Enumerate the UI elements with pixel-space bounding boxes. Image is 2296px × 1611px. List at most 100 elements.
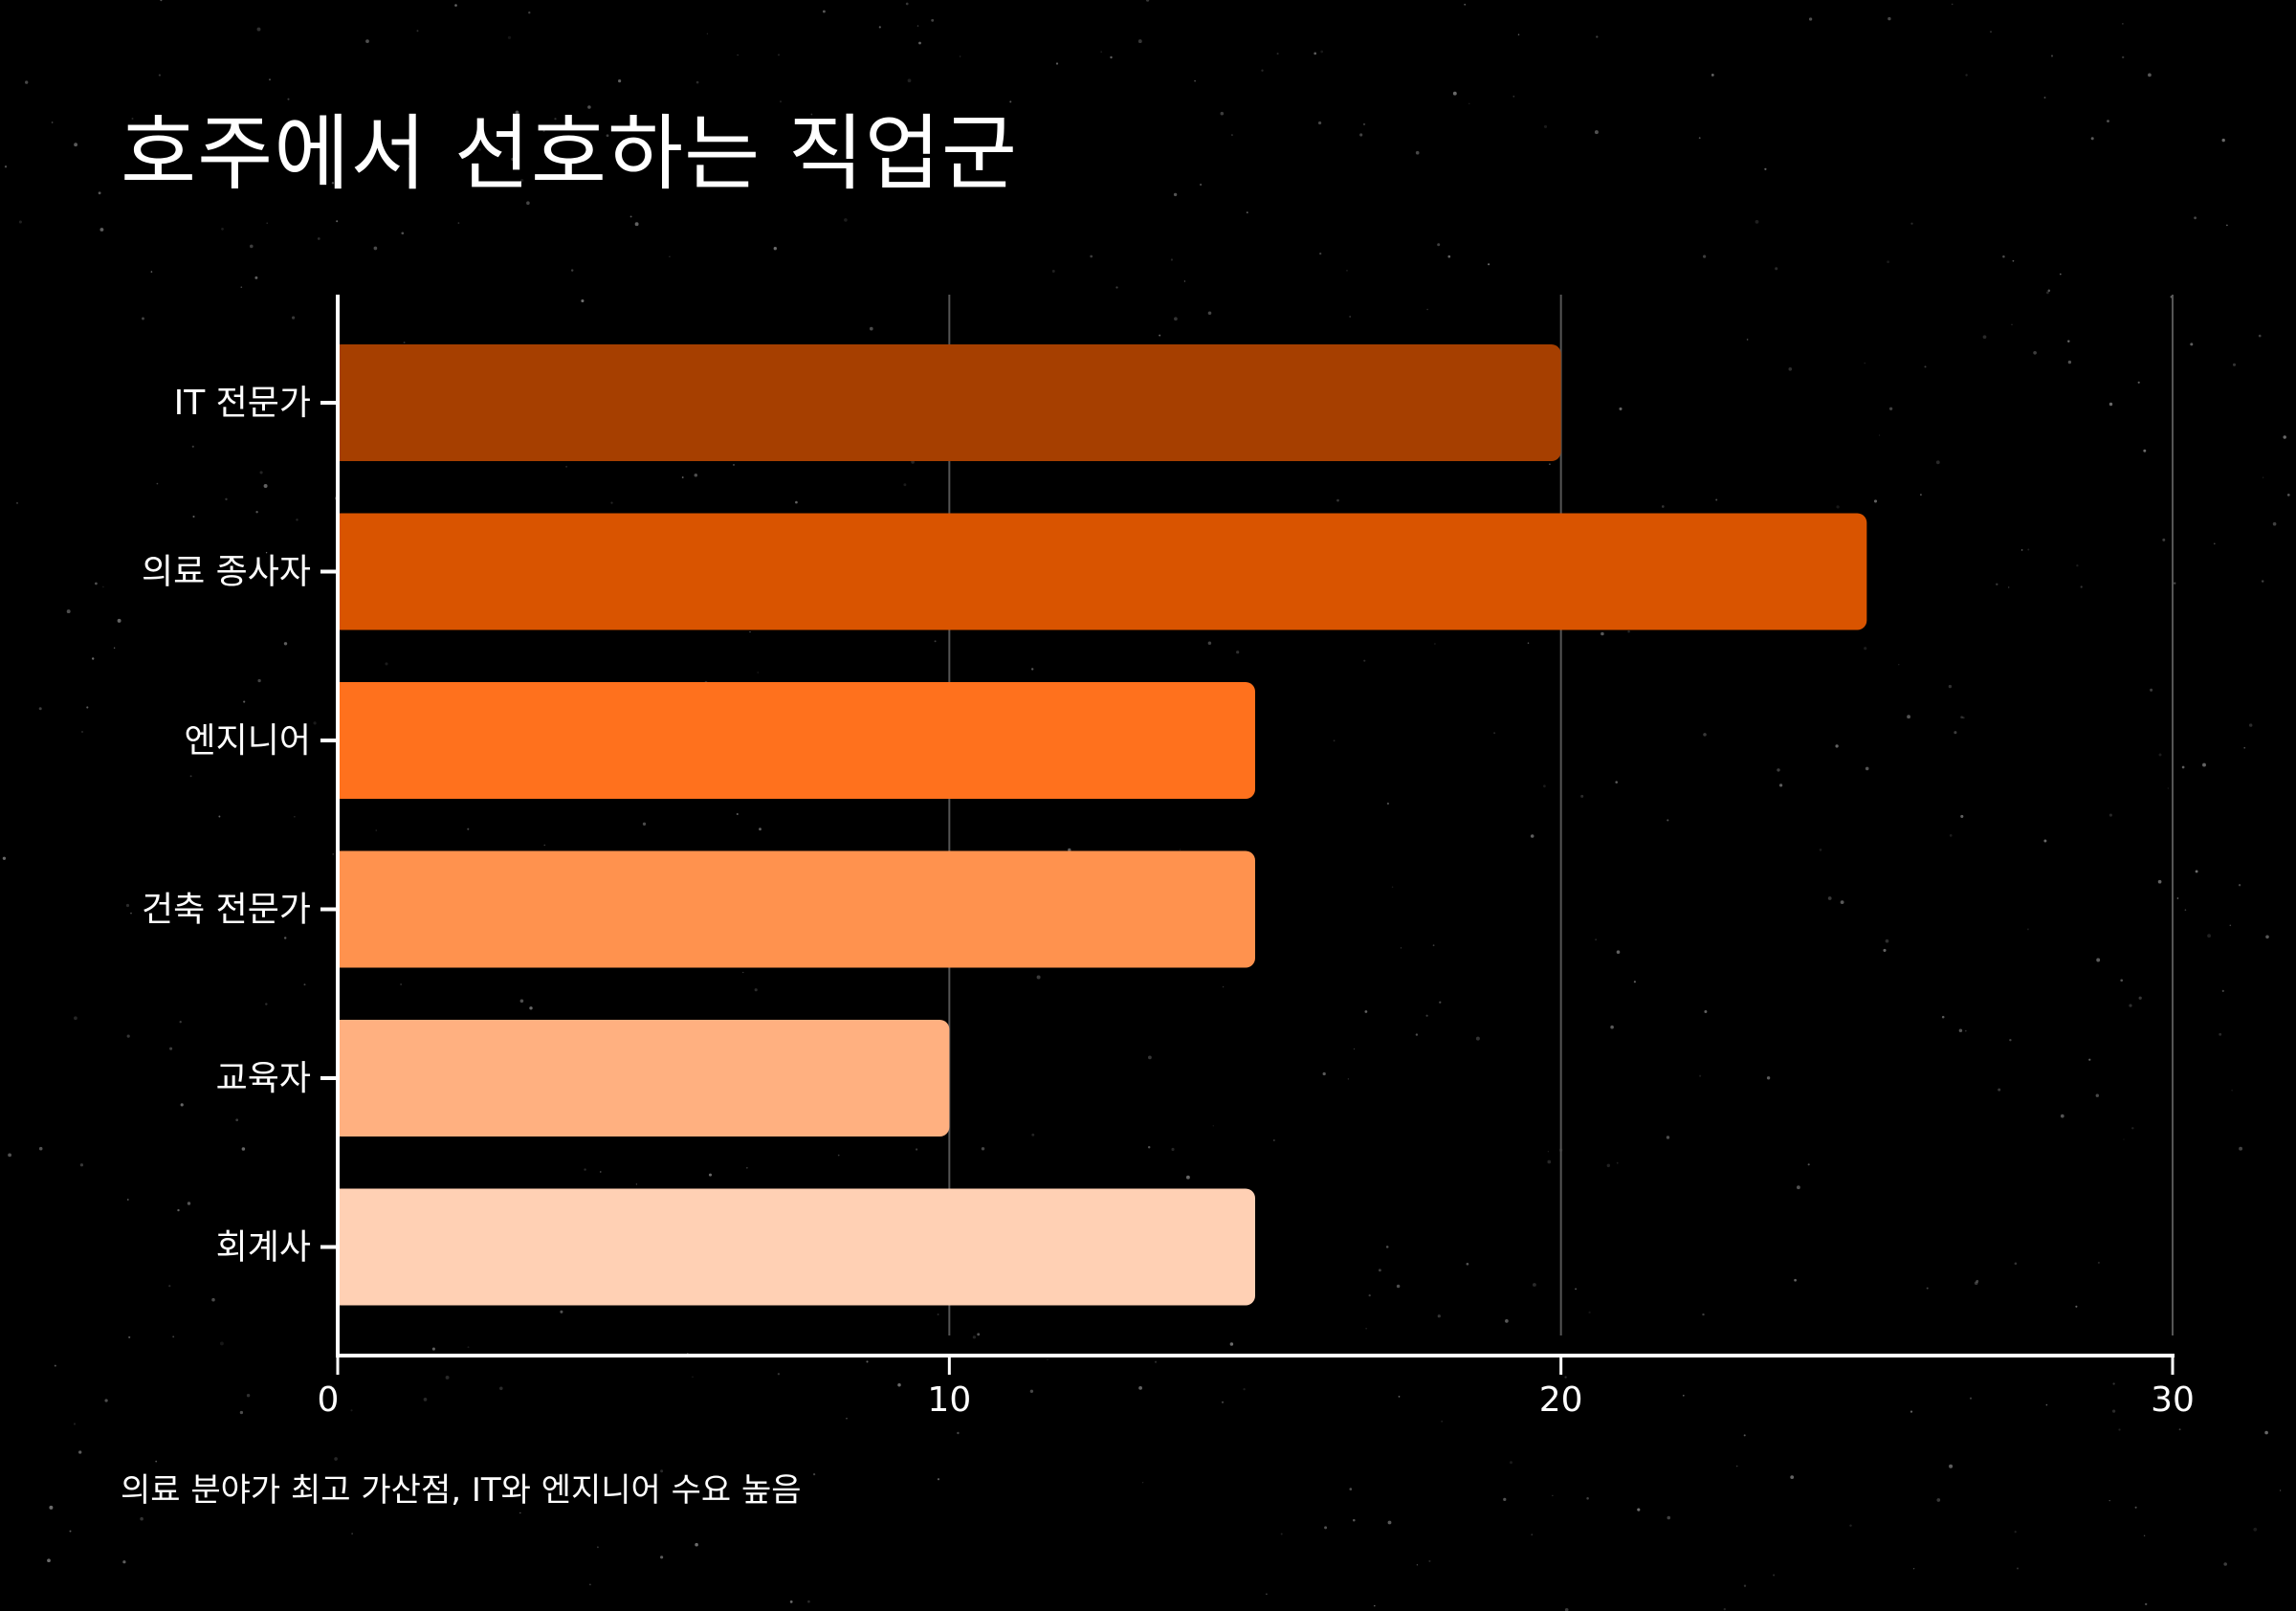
star-dot: [328, 1384, 333, 1388]
star-dot: [1667, 1515, 1671, 1520]
star-dot: [168, 1285, 171, 1288]
star-dot: [1836, 505, 1840, 509]
star-dot: [634, 222, 639, 227]
star-dot: [191, 445, 194, 448]
star-dot: [2243, 746, 2245, 749]
star-dot: [1428, 1559, 1431, 1562]
star-dot: [2107, 120, 2109, 123]
star-dot: [126, 1034, 130, 1038]
star-dot: [172, 1335, 175, 1338]
star-dot: [1808, 17, 1813, 21]
bar-edge: [338, 344, 351, 461]
star-dot: [38, 1146, 43, 1151]
star-dot: [79, 1163, 84, 1167]
star-dot: [2012, 259, 2015, 262]
star-dot: [2239, 1146, 2243, 1151]
star-dot: [1009, 100, 1012, 103]
star-dot: [1183, 280, 1186, 282]
star-dot: [1434, 643, 1436, 645]
star-dot: [2232, 363, 2237, 366]
star-dot: [2014, 1262, 2018, 1266]
star-dot: [2, 856, 7, 860]
star-dot: [1777, 768, 1780, 772]
star-dot: [95, 582, 98, 585]
star-dot: [1667, 819, 1669, 822]
star-dot: [1920, 494, 1922, 496]
star-dot: [1941, 1015, 1945, 1019]
star-dot: [177, 1208, 180, 1212]
star-dot: [1336, 498, 1339, 502]
star-dot: [1807, 1163, 1810, 1166]
star-dot: [897, 1382, 901, 1387]
star-dot: [81, 731, 83, 733]
star-dot: [1148, 1055, 1152, 1060]
star-dot: [1437, 1314, 1441, 1318]
star-dot: [265, 552, 268, 554]
star-dot: [218, 815, 221, 818]
star-dot: [669, 255, 671, 258]
star-dot: [2248, 723, 2253, 727]
star-dot: [1364, 1010, 1368, 1013]
star-dot: [74, 143, 78, 147]
star-dot: [2181, 765, 2185, 769]
star-dot: [1637, 1508, 1641, 1512]
star-dot: [878, 26, 881, 29]
star-dot: [1333, 739, 1336, 742]
star-dot: [1246, 211, 1248, 213]
star-dot: [1711, 73, 1714, 77]
star-dot: [1549, 463, 1551, 466]
star-dot: [2016, 1567, 2020, 1570]
star-dot: [1243, 1388, 1246, 1391]
star-dot: [2014, 1531, 2017, 1534]
star-dot: [1505, 1319, 1509, 1323]
star-dot: [837, 1154, 840, 1157]
star-dot: [2050, 55, 2054, 57]
star-dot: [66, 609, 71, 614]
star-dot: [266, 222, 268, 225]
star-dot: [2137, 381, 2140, 384]
star-dot: [1990, 31, 1992, 33]
star-dot: [1527, 642, 1530, 644]
star-dot: [467, 1346, 470, 1349]
star-dot: [98, 191, 101, 195]
star-dot: [565, 465, 568, 468]
star-dot: [1363, 659, 1366, 662]
star-dot: [1221, 1401, 1225, 1403]
bar-edge: [338, 850, 351, 968]
star-dot: [1794, 1278, 1797, 1282]
star-dot: [128, 1335, 131, 1338]
star-dot: [1199, 183, 1203, 187]
star-dot: [1349, 316, 1352, 318]
star-dot: [86, 706, 89, 709]
bar: [338, 850, 1255, 968]
star-dot: [408, 157, 412, 161]
star-dot: [303, 983, 306, 986]
star-dot: [2178, 1428, 2181, 1431]
star-dot: [937, 1478, 940, 1481]
star-dot: [2258, 334, 2262, 338]
star-dot: [570, 269, 574, 272]
star-dot: [239, 1410, 244, 1415]
star-dot: [610, 501, 613, 504]
star-dot: [1703, 733, 1707, 737]
star-dot: [1031, 668, 1034, 671]
star-dot: [263, 484, 268, 488]
star-dot: [629, 215, 632, 218]
star-dot: [1954, 731, 1957, 735]
star-dot: [1873, 499, 1878, 503]
star-dot: [2026, 928, 2029, 931]
star-dot: [2253, 1527, 2258, 1532]
star-dot: [1788, 366, 1793, 371]
star-dot: [240, 286, 243, 289]
star-dot: [934, 640, 937, 643]
star-dot: [543, 844, 546, 847]
star-dot: [1493, 732, 1496, 735]
star-dot: [1790, 1475, 1795, 1479]
star-dot: [777, 1373, 781, 1376]
star-dot: [1437, 243, 1441, 247]
star-dot: [1619, 407, 1623, 410]
star-dot: [2120, 979, 2124, 982]
star-dot: [187, 1202, 191, 1205]
star-dot: [618, 79, 622, 83]
star-dot: [243, 700, 246, 703]
